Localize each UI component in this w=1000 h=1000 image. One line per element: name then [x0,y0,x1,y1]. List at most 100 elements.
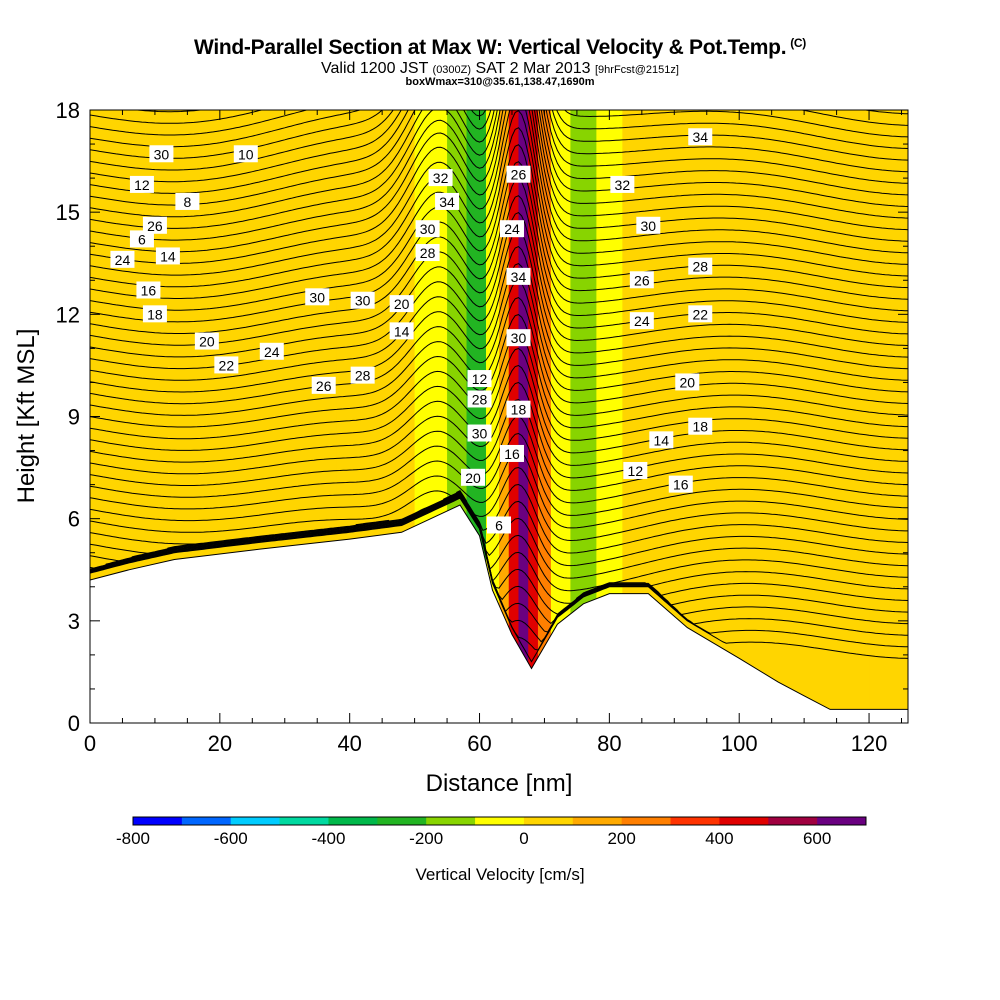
colorbar-label: -400 [311,829,345,848]
chart-subtitle: Valid 1200 JST (0300Z) SAT 2 Mar 2013 [9… [321,60,679,77]
theta-contour [90,178,908,335]
chart-title: Wind-Parallel Section at Max W: Vertical… [194,36,806,59]
contour-label-bg [214,356,239,374]
theta-contour [90,381,908,479]
contour-label-bg [467,370,492,388]
contour-label-text: 30 [472,426,488,442]
colorbar-swatch [670,817,720,825]
theta-contour [90,110,908,265]
contour-label-bg [415,220,440,238]
theta-contour [90,432,908,516]
contour-label: 34 [688,128,713,146]
contour-label-bg [233,145,258,163]
contour-label: 24 [110,250,135,268]
contour-label-text: 18 [147,306,163,322]
contour-label-bg [688,257,713,275]
contour-label: 30 [305,288,330,306]
theta-contour [90,144,908,312]
contour-label-text: 12 [472,371,488,387]
y-tick-label: 0 [68,711,80,736]
contour-label: 20 [675,373,700,391]
contour-label: 16 [499,444,524,462]
contour-label: 16 [668,475,693,493]
contour-label-text: 20 [465,470,481,486]
contour-label: 14 [155,247,180,265]
contour-label-text: 22 [219,357,235,373]
contour-label-bg [675,373,700,391]
theta-contour [90,494,908,615]
terrain-profile [90,504,908,723]
colorbar-swatch [279,817,329,825]
velocity-cell [499,110,510,723]
colorbar-swatch [817,817,867,825]
contour-label-bg [194,332,219,350]
contour-label: 26 [311,376,336,394]
contour-label: 20 [461,468,486,486]
theta-contour [90,110,908,173]
theta-contour [90,466,908,542]
contour-label: 20 [389,295,414,313]
colorbar-label: 0 [519,829,528,848]
contour-label-bg [428,169,453,187]
theta-contour [90,364,908,466]
contour-label-bg [467,390,492,408]
x-tick-label: 60 [467,731,491,756]
contour-label: 18 [506,400,531,418]
contour-label-text: 16 [141,282,157,298]
velocity-cell [528,110,539,723]
contour-label: 12 [623,461,648,479]
contour-label-text: 14 [160,248,176,264]
colorbar-swatch [572,817,623,825]
contour-label-bg [311,376,336,394]
theta-contour [90,110,908,231]
theta-contour [90,161,908,323]
contour-label-bg [259,342,284,360]
contour-label-bg [629,312,654,330]
contour-label-bg [688,417,713,435]
colorbar-title: Vertical Velocity [cm/s] [415,865,584,884]
contour-label-text: 34 [439,194,455,210]
colorbar-label: 200 [607,829,635,848]
contour-label-text: 8 [183,194,191,210]
contour-label-text: 10 [238,146,254,162]
x-axis-title: Distance [nm] [426,770,573,797]
theta-contour [90,314,908,429]
contour-label: 24 [259,342,284,360]
theta-contour [90,0,908,67]
contour-label: 30 [467,424,492,442]
contour-label-bg [487,516,511,534]
contour-label: 26 [629,271,654,289]
chart-box-info: boxWmax=310@35.61,138.47,1690m [405,76,595,88]
theta-contour [90,110,908,161]
theta-contour [90,246,908,381]
theta-contour [90,0,908,102]
theta-contour [90,195,908,346]
colorbar-swatch [523,817,574,825]
contour-label: 34 [435,192,460,210]
contour-label-text: 28 [472,391,488,407]
theta-contour [90,110,908,149]
contour-label-bg [389,295,414,313]
contour-label-text: 26 [634,272,650,288]
contour-label-text: 16 [673,477,689,493]
colorbar-swatch [133,817,183,825]
theta-contour [90,494,908,625]
y-axis-title: Height [Kft MSL] [13,329,40,504]
contour-label-text: 22 [692,306,708,322]
contour-label-bg [350,291,375,309]
theta-contour [90,127,908,300]
x-tick-label: 80 [597,731,621,756]
contour-label-text: 30 [511,330,527,346]
contour-label: 20 [194,332,219,350]
y-tick-label: 6 [68,507,80,532]
theta-contour [90,110,908,242]
contour-label: 22 [214,356,239,374]
contour-label: 18 [142,305,167,323]
contour-label: 26 [142,216,167,234]
contour-label-bg [175,192,200,210]
contour-label: 8 [175,192,200,210]
contour-label: 32 [610,175,635,193]
colorbar: -800 -600 -400 -200 0 200 400 600 [116,816,867,848]
theta-contour [90,347,908,454]
contour-label-text: 18 [692,419,708,435]
